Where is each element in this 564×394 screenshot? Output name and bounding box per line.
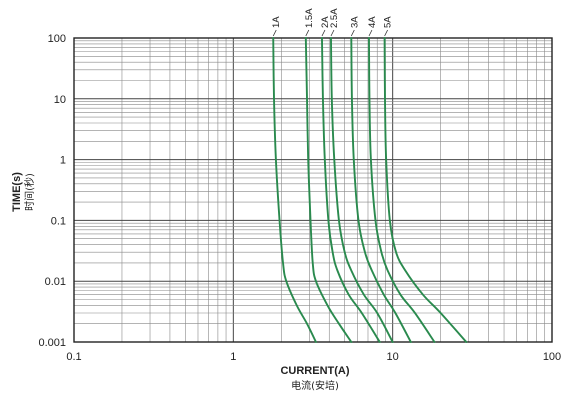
y-tick-label: 10 — [54, 94, 66, 106]
series-line-5a — [383, 37, 468, 343]
y-axis-subtitle: 时间(秒) — [23, 173, 36, 211]
curves — [272, 37, 468, 343]
y-tick-label: 0.1 — [51, 215, 66, 227]
series-line-4a — [368, 37, 436, 343]
series-label-leader — [321, 29, 326, 37]
x-axis-subtitle: 电流(安培) — [291, 379, 339, 392]
y-tick-label: 0.01 — [45, 276, 66, 288]
plot-frame — [73, 37, 553, 343]
series-label-leader — [272, 29, 277, 37]
series-label: 5A — [383, 16, 394, 28]
series-label: 4A — [367, 16, 378, 28]
y-tick-labels: 100 10 1 0.1 0.01 0.001 — [38, 33, 66, 349]
x-axis-title: CURRENT(A) — [280, 365, 349, 377]
plot-grid — [73, 38, 552, 343]
series-label-leader — [350, 29, 355, 37]
series-label-leader — [305, 29, 310, 37]
series-label: 3A — [349, 16, 360, 28]
x-tick-label: 1 — [230, 351, 236, 363]
y-tick-label: 0.001 — [38, 337, 66, 349]
y-axis-title: TIME(s) — [11, 172, 23, 212]
series-line-3a — [350, 37, 412, 343]
series-label-leader — [384, 29, 388, 37]
series-label: 1.5A — [304, 8, 315, 28]
series-label-leader — [368, 29, 373, 37]
series-label: 2A — [320, 16, 331, 28]
series-line-2a — [321, 37, 381, 343]
series-label: 2.5A — [329, 8, 340, 28]
y-tick-label: 100 — [48, 33, 66, 45]
x-tick-labels: 0.1 1 10 100 — [66, 351, 561, 363]
x-tick-label: 100 — [543, 351, 561, 363]
series-line-1a — [272, 37, 317, 343]
series-line-1-5a — [304, 37, 353, 343]
y-tick-label: 1 — [60, 155, 66, 167]
series-line-2-5a — [330, 37, 394, 343]
series-label-leader — [330, 29, 335, 37]
x-tick-label: 10 — [387, 351, 399, 363]
x-tick-label: 0.1 — [66, 351, 81, 363]
series-labels: 1A 1.5A 2A2.5A 3A 4A 5A — [271, 8, 394, 37]
series-label: 1A — [271, 16, 282, 28]
